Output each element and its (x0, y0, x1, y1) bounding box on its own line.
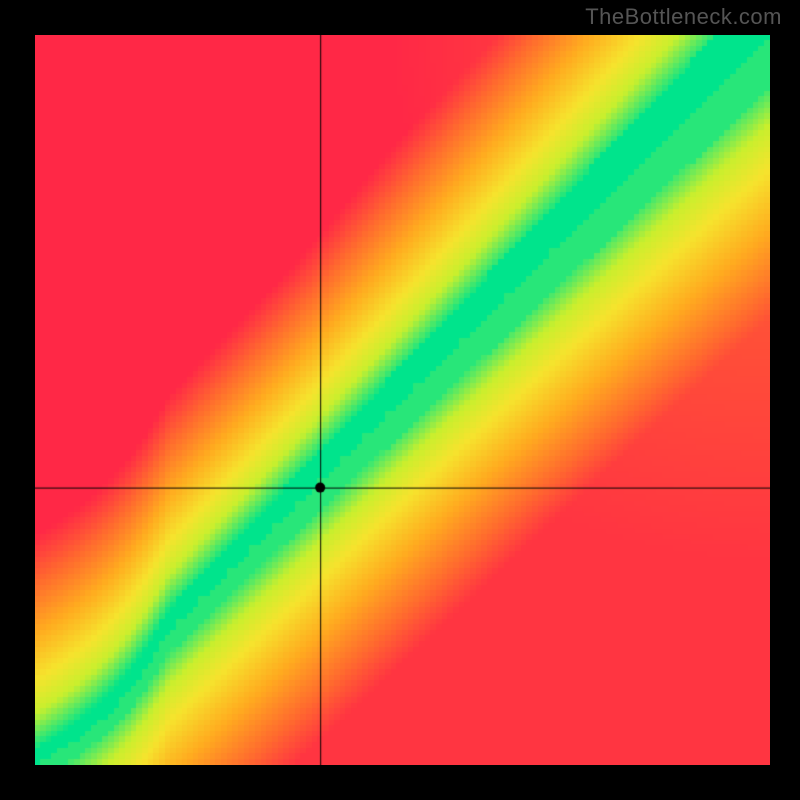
chart-frame: TheBottleneck.com (0, 0, 800, 800)
bottleneck-heatmap-canvas (35, 35, 770, 765)
watermark-label: TheBottleneck.com (585, 4, 782, 30)
